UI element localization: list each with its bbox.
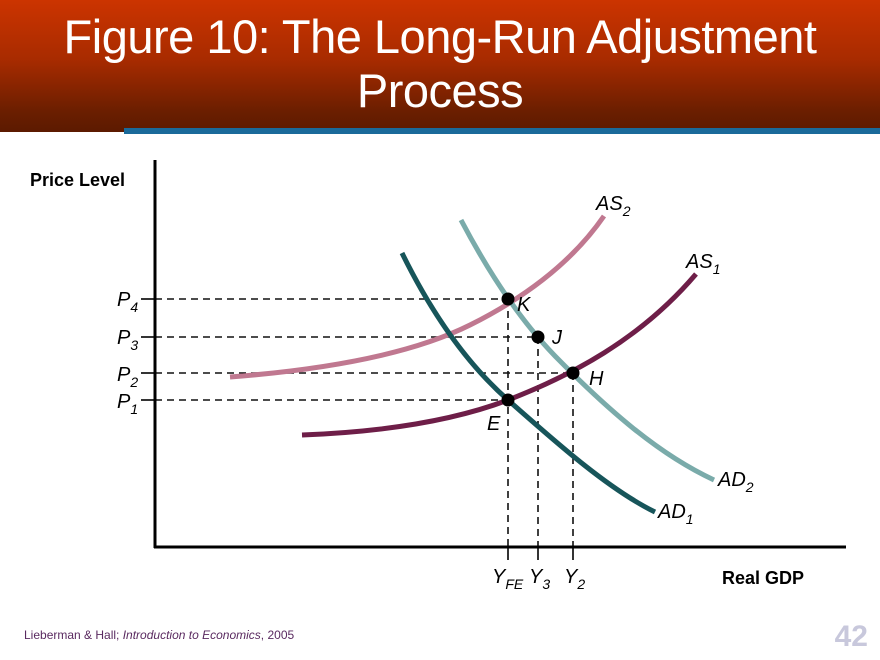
point-k xyxy=(501,292,515,306)
title-line-1: Figure 10: The Long-Run Adjustment xyxy=(63,10,817,63)
y-ticks xyxy=(141,298,155,401)
credit-authors: Lieberman & Hall; xyxy=(24,628,123,642)
source-credit: Lieberman & Hall; Introduction to Econom… xyxy=(24,628,294,642)
tick-label-p2: P2 xyxy=(117,364,138,390)
credit-year: , 2005 xyxy=(260,628,295,642)
point-j xyxy=(531,330,545,344)
as2-curve xyxy=(229,214,607,380)
credit-book-title: Introduction to Economics xyxy=(122,628,261,642)
tick-label-yfe: YFE xyxy=(492,566,524,592)
label-as1: AS1 xyxy=(685,251,720,277)
label-point-h: H xyxy=(589,368,604,390)
label-ad1: AD1 xyxy=(657,501,694,527)
slide-title: Figure 10: The Long-Run Adjustment Proce… xyxy=(0,10,880,118)
slide-number: 42 xyxy=(834,620,868,653)
dashed-guides xyxy=(155,298,574,547)
label-point-e: E xyxy=(487,413,501,435)
label-point-k: K xyxy=(517,294,532,316)
tick-label-y2: Y2 xyxy=(564,566,585,592)
title-line-2: Process xyxy=(356,64,524,117)
label-ad2: AD2 xyxy=(717,469,754,495)
tick-label-p1: P1 xyxy=(117,391,138,417)
label-point-j: J xyxy=(551,327,563,349)
tick-label-p3: P3 xyxy=(117,327,138,353)
tick-label-y3: Y3 xyxy=(529,566,550,592)
y-axis-label: Price Level xyxy=(30,170,125,190)
ad2-curve xyxy=(458,218,716,483)
point-e xyxy=(501,393,515,407)
x-axis-label: Real GDP xyxy=(722,568,804,588)
equilibrium-points xyxy=(501,292,580,407)
point-h xyxy=(566,366,580,380)
x-ticks xyxy=(507,547,574,560)
label-as2: AS2 xyxy=(595,193,631,219)
accent-bar xyxy=(124,128,880,134)
tick-label-p4: P4 xyxy=(117,289,138,315)
as1-curve xyxy=(301,272,698,438)
slide-header: Figure 10: The Long-Run Adjustment Proce… xyxy=(0,0,880,132)
